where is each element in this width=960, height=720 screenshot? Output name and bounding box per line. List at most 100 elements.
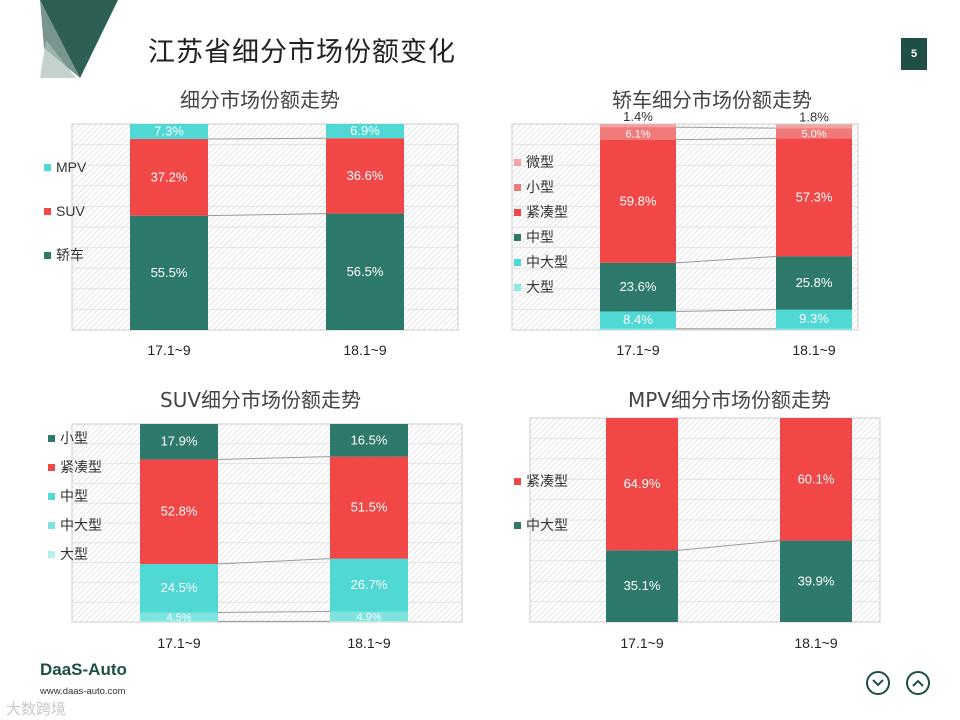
category-label: 18.1~9: [347, 635, 390, 651]
legend-swatch: [514, 478, 521, 485]
bar-segment: [326, 138, 404, 214]
category-label: 18.1~9: [343, 342, 386, 358]
legend-label: 轿车: [56, 247, 84, 263]
bar-segment: [776, 128, 852, 139]
legend-swatch: [48, 551, 55, 558]
bar-segment: [780, 540, 852, 622]
data-label: 17.9%: [161, 434, 198, 449]
bar-segment: [780, 418, 852, 541]
series-connector: [675, 126, 777, 129]
legend-swatch: [48, 464, 55, 471]
bar-segment: [130, 215, 208, 330]
legend-label: 大型: [60, 546, 88, 562]
data-label: 56.5%: [347, 264, 384, 279]
data-label: 60.1%: [798, 471, 835, 486]
bar-segment: [140, 459, 218, 564]
legend-label: MPV: [56, 159, 87, 175]
bar-segment: [330, 558, 408, 612]
corner-decoration: [40, 0, 118, 78]
chevron-up-icon[interactable]: [906, 671, 930, 695]
legend-swatch: [44, 164, 51, 171]
data-label: 7.3%: [154, 124, 184, 139]
data-label: 59.8%: [620, 193, 657, 208]
legend-swatch: [514, 284, 521, 291]
legend-swatch: [48, 493, 55, 500]
bar-segment: [600, 262, 676, 312]
page-number: 5: [901, 38, 927, 70]
bar-segment: [606, 550, 678, 622]
bar-segment: [600, 124, 676, 128]
series-connector: [675, 137, 777, 141]
data-label: 4.5%: [166, 612, 191, 624]
legend-label: 中大型: [526, 254, 568, 270]
plot-area: [71, 423, 463, 623]
data-label: 39.9%: [798, 573, 835, 588]
category-label: 18.1~9: [792, 342, 835, 358]
legend-swatch: [514, 259, 521, 266]
legend-label: 中型: [526, 229, 554, 245]
series-connector: [675, 309, 777, 312]
series-connector: [217, 456, 331, 460]
legend-swatch: [514, 184, 521, 191]
category-label: 17.1~9: [616, 342, 659, 358]
series-connector: [677, 540, 781, 551]
category-label: 17.1~9: [147, 342, 190, 358]
category-label: 17.1~9: [157, 635, 200, 651]
bar-segment: [326, 124, 404, 139]
bar-segment: [140, 612, 218, 622]
chevron-down-icon[interactable]: [866, 671, 890, 695]
bar-segment: [326, 213, 404, 330]
bar-segment: [606, 418, 678, 551]
series-connector: [217, 558, 331, 565]
category-label: 18.1~9: [794, 635, 837, 651]
bar-segment: [776, 309, 852, 329]
bar-segment: [140, 563, 218, 613]
data-label: 57.3%: [796, 189, 833, 204]
logo-url: www.daas-auto.com: [40, 686, 126, 697]
legend-swatch: [514, 522, 521, 529]
legend-swatch: [44, 252, 51, 259]
bar-segment: [600, 127, 676, 140]
legend-swatch: [48, 522, 55, 529]
category-label: 17.1~9: [620, 635, 663, 651]
logo: DaaS-Auto: [40, 660, 127, 679]
data-label: 36.6%: [347, 168, 384, 183]
data-label: 6.1%: [625, 128, 650, 140]
legend-label: 大型: [526, 279, 554, 295]
series-connector: [217, 611, 331, 613]
bar-segment: [130, 124, 208, 140]
data-label: 23.6%: [620, 279, 657, 294]
legend-label: 紧凑型: [526, 204, 568, 220]
data-label: 6.9%: [350, 123, 380, 138]
legend-label: 小型: [526, 179, 554, 195]
bar-segment: [330, 611, 408, 622]
legend-swatch: [44, 208, 51, 215]
bar-segment: [140, 621, 218, 622]
data-label: 55.5%: [151, 265, 188, 280]
bar-segment: [330, 424, 408, 457]
data-label: 35.1%: [624, 578, 661, 593]
data-label: 52.8%: [161, 504, 198, 519]
plot-area: [511, 123, 859, 331]
bar-segment: [776, 328, 852, 330]
chart-title: 轿车细分市场份额走势: [612, 88, 812, 112]
data-label: 16.5%: [351, 432, 388, 447]
legend-label: 紧凑型: [60, 459, 102, 475]
bar-segment: [600, 328, 676, 330]
chart-title: SUV细分市场份额走势: [160, 388, 362, 412]
data-label: 24.5%: [161, 580, 198, 595]
data-label: 26.7%: [351, 577, 388, 592]
legend-label: 微型: [526, 154, 554, 170]
legend-label: 紧凑型: [526, 473, 568, 489]
bar-segment: [330, 456, 408, 559]
data-label: 4.9%: [356, 611, 381, 623]
bar-segment: [130, 139, 208, 216]
series-connector: [207, 213, 327, 217]
legend-swatch: [514, 159, 521, 166]
plot-area: [71, 123, 459, 331]
series-connector: [675, 255, 777, 264]
